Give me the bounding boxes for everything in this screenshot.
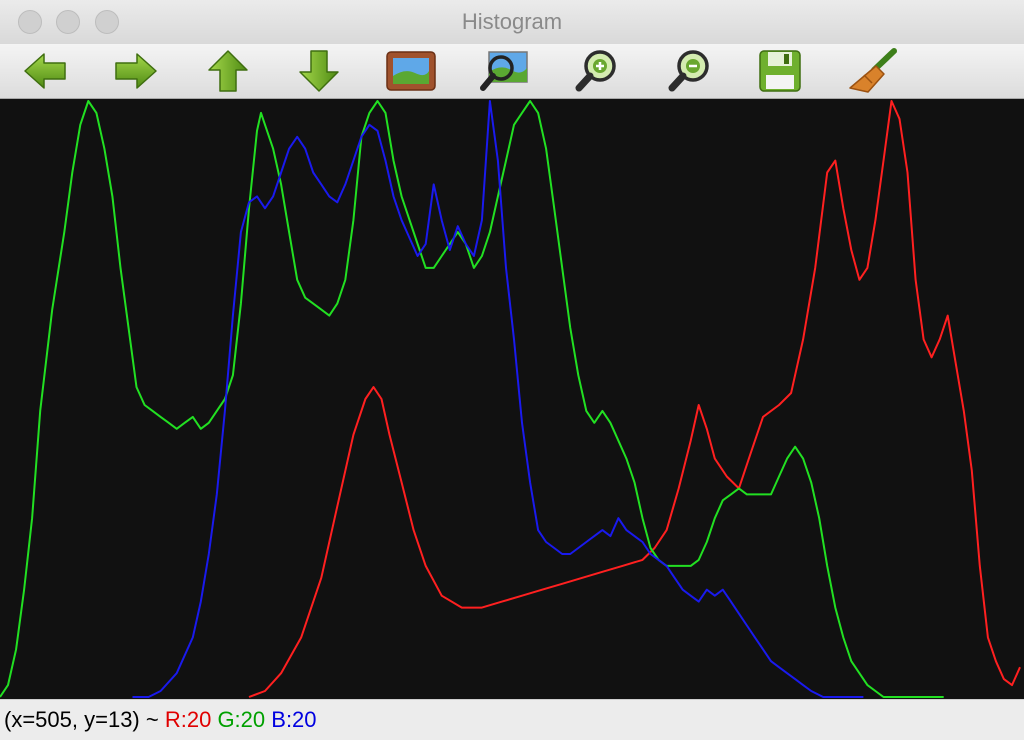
up-button[interactable]	[202, 48, 254, 94]
clear-button[interactable]	[846, 48, 898, 94]
show-image-button[interactable]	[385, 48, 437, 94]
red-series-line	[248, 100, 1021, 698]
histogram-plot[interactable]	[0, 99, 1024, 699]
zoom-image-icon	[480, 51, 528, 91]
histogram-chart	[0, 100, 1021, 698]
window-title: Histogram	[461, 9, 563, 34]
arrow-left-icon	[24, 53, 66, 89]
title-bar: Histogram	[0, 0, 1024, 44]
zoom-in-button[interactable]	[571, 48, 623, 94]
minimize-window-button[interactable]	[56, 10, 80, 34]
arrow-up-icon	[208, 50, 248, 92]
zoom-in-icon	[575, 50, 616, 92]
forward-button[interactable]	[110, 48, 162, 94]
save-button[interactable]	[754, 48, 806, 94]
status-blue-value: B:20	[271, 707, 317, 732]
status-green-value: G:20	[217, 707, 266, 732]
floppy-disk-icon	[759, 50, 801, 92]
arrow-down-icon	[299, 50, 339, 92]
green-series-line	[0, 100, 944, 698]
blue-series-line	[132, 100, 864, 698]
zoom-out-icon	[668, 50, 709, 92]
down-button[interactable]	[293, 48, 345, 94]
picture-icon	[386, 51, 436, 91]
back-button[interactable]	[19, 48, 71, 94]
broom-icon	[849, 48, 897, 93]
zoom-out-button[interactable]	[664, 48, 716, 94]
status-coordinates: (x=505, y=13) ~	[4, 707, 165, 732]
arrow-right-icon	[115, 53, 157, 89]
status-bar: (x=505, y=13) ~ R:20 G:20 B:20	[0, 699, 1024, 740]
zoom-window-button[interactable]	[95, 10, 119, 34]
zoom-fit-button[interactable]	[479, 48, 531, 94]
close-window-button[interactable]	[18, 10, 42, 34]
status-red-value: R:20	[164, 707, 212, 732]
toolbar	[0, 44, 1024, 99]
